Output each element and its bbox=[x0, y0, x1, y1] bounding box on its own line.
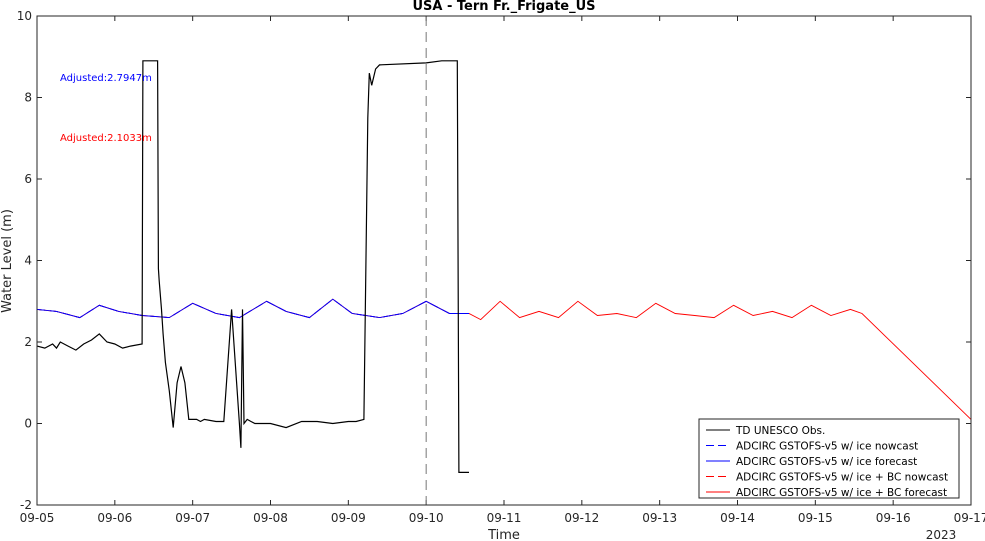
x-tick-label: 09-05 bbox=[20, 511, 55, 525]
y-tick-label: 6 bbox=[24, 172, 32, 186]
chart-title: USA - Tern Fr._Frigate_US bbox=[412, 0, 595, 14]
legend-label: ADCIRC GSTOFS-v5 w/ ice + BC forecast bbox=[736, 487, 947, 499]
y-tick-label: 10 bbox=[17, 9, 32, 23]
x-tick-label: 09-14 bbox=[720, 511, 755, 525]
legend-label: ADCIRC GSTOFS-v5 w/ ice + BC nowcast bbox=[736, 472, 948, 484]
y-tick-label: -2 bbox=[20, 498, 32, 512]
series-line-0 bbox=[36, 60, 469, 473]
y-axis-label: Water Level (m) bbox=[0, 209, 15, 313]
series-line-1 bbox=[36, 298, 469, 319]
x-tick-label: 09-08 bbox=[253, 511, 288, 525]
x-axis-label: Time bbox=[487, 528, 520, 541]
plot-frame bbox=[36, 15, 972, 506]
y-tick-label: 2 bbox=[24, 335, 32, 349]
legend-label: ADCIRC GSTOFS-v5 w/ ice forecast bbox=[736, 456, 917, 468]
legend-label: TD UNESCO Obs. bbox=[735, 425, 825, 437]
y-tick-label: 0 bbox=[24, 417, 32, 431]
series-layer bbox=[36, 60, 972, 473]
x-axis-ticks: 09-05 09-06 09-07 09-08 09-09 09-10 09-11 09-12… bbox=[20, 16, 985, 525]
x-axis-year-label: 2023 bbox=[926, 528, 957, 541]
y-axis-ticks: -2 0 2 4 6 8 10 bbox=[17, 9, 971, 512]
x-tick-label: 09-10 bbox=[409, 511, 444, 525]
legend-box bbox=[698, 418, 960, 499]
x-tick-label: 09-13 bbox=[642, 511, 677, 525]
annotation-blue-adjusted: Adjusted:2.7947m bbox=[60, 73, 152, 84]
legend: TD UNESCO Obs. ADCIRC GSTOFS-v5 w/ ice no… bbox=[698, 418, 960, 499]
y-tick-label: 4 bbox=[24, 254, 32, 268]
x-tick-label: 09-09 bbox=[331, 511, 366, 525]
x-tick-label: 09-15 bbox=[798, 511, 833, 525]
annotation-red-adjusted: Adjusted:2.1033m bbox=[60, 133, 152, 144]
x-tick-label: 09-06 bbox=[97, 511, 132, 525]
x-tick-label: 09-07 bbox=[175, 511, 210, 525]
y-tick-label: 8 bbox=[24, 91, 32, 105]
x-tick-label: 09-12 bbox=[564, 511, 599, 525]
legend-label: ADCIRC GSTOFS-v5 w/ ice nowcast bbox=[736, 441, 918, 453]
x-tick-label: 09-16 bbox=[876, 511, 911, 525]
x-tick-label: 09-11 bbox=[487, 511, 522, 525]
x-tick-label: 09-17 bbox=[954, 511, 985, 525]
